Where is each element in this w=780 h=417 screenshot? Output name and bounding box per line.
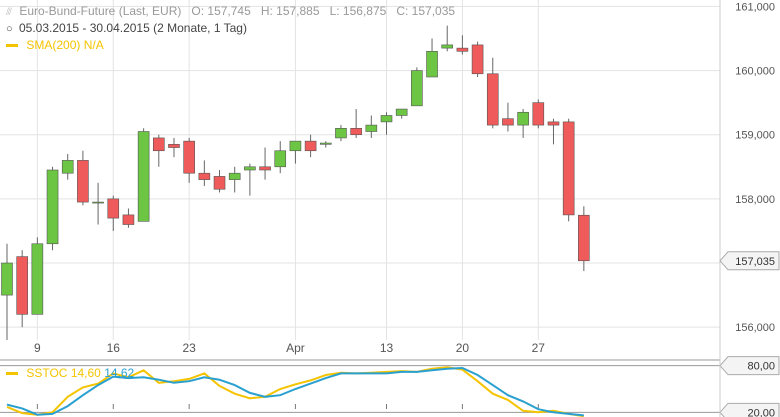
gridlines [0,0,720,340]
candle-body [244,166,256,171]
candle-body [153,137,165,152]
stoch-d-line [6,366,584,417]
stoch-k-value: 14,60 [70,366,101,380]
chart-type-icon: ⫻ [6,7,12,18]
candle-body [441,44,454,49]
x-tick-label: 20 [456,341,470,355]
stoch-label: SSTOC [26,366,68,380]
stoch-level-marker [719,356,780,376]
x-tick-label: 27 [532,341,546,355]
candle-body [562,121,575,216]
ohlc-high-value: 157,885 [276,4,320,18]
candle-body [259,166,271,171]
last-price-label: 157,035 [735,256,775,268]
candle-body [183,140,195,174]
candle-body [380,115,393,123]
candle-body [46,169,59,245]
candle-body [502,118,514,126]
candle-body [1,262,13,296]
y-tick-label: 160,000 [735,66,775,78]
candle-body [228,172,241,180]
date-range-row: ○ 05.03.2015 - 30.04.2015 (2 Monate, 1 T… [6,21,247,35]
candle-body [319,142,332,145]
ohlc-high-label: H: [260,4,273,18]
candle-body [532,102,545,126]
last-price-marker [719,251,780,271]
ohlc-open-label: O: [191,4,205,18]
date-range: 05.03.2015 - 30.04.2015 (2 Monate, 1 Tag… [19,21,247,35]
stoch-swatch [6,372,18,376]
candle-body [304,140,317,152]
candlestick-series [1,25,590,340]
instrument-name: Euro-Bund-Future (Last, EUR) [19,4,182,18]
x-tick-label: 23 [182,341,196,355]
stoch-level-label: 20,00 [747,407,775,417]
ohlc-low-label: L: [329,4,340,18]
candle-body [486,73,499,126]
sma-legend[interactable]: SMA(200) N/A [6,38,104,52]
candle-body [213,176,226,190]
candle-body [517,111,529,126]
candle-body [107,198,120,219]
stochastic-panel: 20,00 80,00 [0,356,780,417]
circle-icon: ○ [6,23,13,35]
candle-body [365,124,378,132]
candle-body [547,121,560,126]
candle-body [411,70,423,107]
sma-value: N/A [83,38,104,52]
stoch-level-marker [719,402,780,417]
y-tick-label: 159,000 [735,130,775,142]
candle-body [335,128,347,139]
y-tick-label: 161,000 [735,1,775,13]
candle-body [77,160,89,203]
ohlc-close-value: 157,035 [411,4,456,18]
instrument-header: ⫻ Euro-Bund-Future (Last, EUR) O: 157,74… [6,4,455,18]
stoch-k-line [6,366,584,417]
x-tick-label: Apr [286,341,305,355]
stoch-legend[interactable]: SSTOC 14,60 14,62 [6,366,134,380]
sma-label: SMA(200) [26,38,81,52]
candle-body [16,256,28,315]
x-tick-label: 9 [34,341,41,355]
y-tick-label: 158,000 [735,194,775,206]
candle-body [395,108,408,116]
candle-body [471,44,484,75]
candle-body [274,150,287,168]
candle-body [456,47,469,52]
x-tick-label: 16 [107,341,121,355]
ohlc-open-value: 157,745 [207,4,251,18]
candle-body [426,51,438,78]
candle-body [289,140,302,152]
candle-body [31,243,44,315]
candle-body [92,201,104,204]
candle-body [350,128,362,136]
candle-body [137,131,150,222]
candle-body [198,172,211,180]
x-tick-label: 13 [380,341,394,355]
candle-body [61,160,74,174]
ohlc-close-label: C: [396,4,409,18]
y-tick-label: 156,000 [735,322,775,334]
sma-swatch [6,44,18,48]
stoch-d-value: 14,62 [104,366,135,380]
stoch-level-label: 80,00 [747,361,775,373]
candle-body [168,144,180,148]
ohlc-low-value: 156,875 [342,4,387,18]
candle-body [578,214,590,262]
candle-body [122,214,135,225]
